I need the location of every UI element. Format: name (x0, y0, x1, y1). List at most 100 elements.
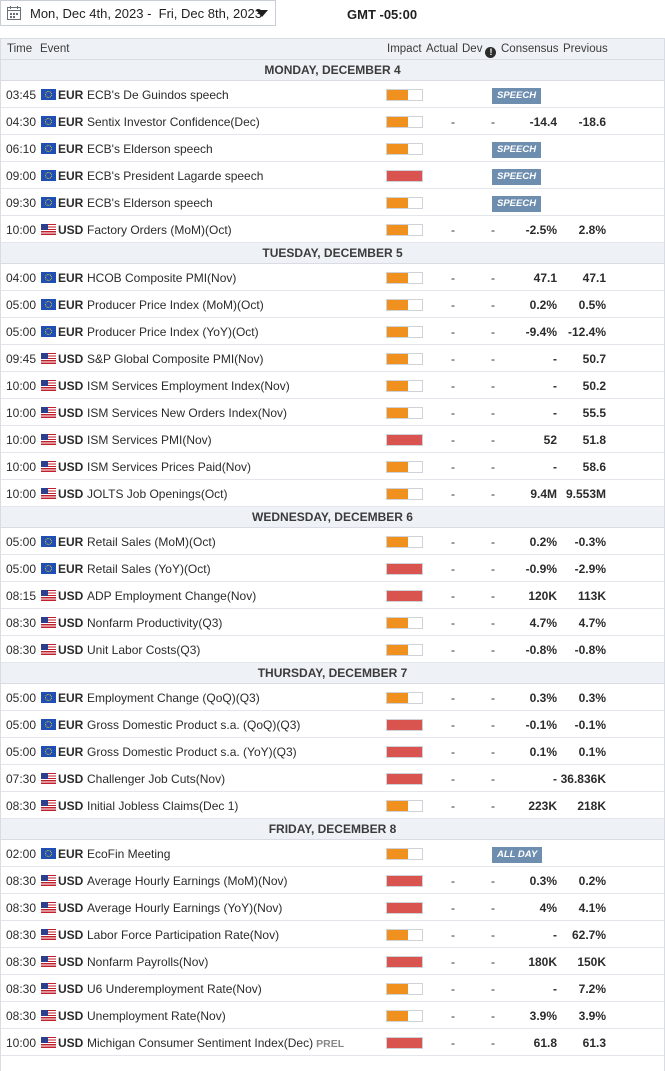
event-title: Retail Sales (MoM)(Oct) (87, 535, 216, 549)
chevron-down-icon[interactable] (256, 10, 268, 17)
event-name[interactable]: Unemployment Rate(Nov) (87, 1009, 226, 1023)
event-time: 03:45 (6, 88, 37, 102)
event-name[interactable]: Labor Force Participation Rate(Nov) (87, 928, 279, 942)
event-dev: - (491, 325, 495, 339)
table-row[interactable]: 04:30 EUR Sentix Investor Confidence(Dec) -… (1, 108, 664, 135)
impact-fill (387, 144, 408, 154)
table-row[interactable]: 10:00 USD ISM Services PMI(Nov) - - 52 51.8 (1, 426, 664, 453)
table-row[interactable]: 03:45 EUR ECB's De Guindos speech SPEECH (1, 81, 664, 108)
event-actual: - (451, 901, 455, 915)
event-name[interactable]: Producer Price Index (MoM)(Oct) (87, 298, 264, 312)
event-name[interactable]: HCOB Composite PMI(Nov) (87, 271, 236, 285)
table-row[interactable]: 05:00 EUR Retail Sales (MoM)(Oct) - - 0.2% -0.… (1, 528, 664, 555)
table-row[interactable]: 05:00 EUR Producer Price Index (MoM)(Oct) -… (1, 291, 664, 318)
impact-fill (387, 537, 408, 547)
impact-indicator (386, 407, 423, 419)
event-name[interactable]: Nonfarm Productivity(Q3) (87, 616, 222, 630)
event-name[interactable]: JOLTS Job Openings(Oct) (87, 487, 228, 501)
event-name[interactable]: Challenger Job Cuts(Nov) (87, 772, 225, 786)
event-previous: 113K (577, 589, 606, 603)
event-title: S&P Global Composite PMI(Nov) (87, 352, 264, 366)
table-row[interactable]: 06:10 EUR ECB's Elderson speech SPEECH (1, 135, 664, 162)
event-name[interactable]: Gross Domestic Product s.a. (QoQ)(Q3) (87, 718, 300, 732)
info-icon[interactable]: ! (485, 47, 497, 58)
date-range-picker[interactable]: Mon, Dec 4th, 2023 - Fri, Dec 8th, 2023 (0, 0, 276, 26)
table-row[interactable]: 05:00 EUR Retail Sales (YoY)(Oct) - - -0.9% -2… (1, 555, 664, 582)
event-previous: 47.1 (582, 271, 606, 285)
event-name[interactable]: ECB's President Lagarde speech (87, 169, 263, 183)
table-row[interactable]: 09:45 USD S&P Global Composite PMI(Nov) - - -… (1, 345, 664, 372)
event-title: ECB's President Lagarde speech (87, 169, 264, 183)
table-row[interactable]: 05:00 EUR Gross Domestic Product s.a. (YoY… (1, 738, 664, 765)
event-time: 05:00 (6, 745, 37, 759)
event-previous: 0.5% (578, 298, 606, 312)
table-row[interactable]: 05:00 EUR Gross Domestic Product s.a. (QoQ… (1, 711, 664, 738)
event-name[interactable]: Producer Price Index (YoY)(Oct) (87, 325, 259, 339)
event-name[interactable]: ADP Employment Change(Nov) (87, 589, 256, 603)
event-name[interactable]: ISM Services New Orders Index(Nov) (87, 406, 287, 420)
event-actual: - (451, 982, 455, 996)
event-time: 05:00 (6, 718, 37, 732)
event-actual: - (451, 115, 455, 129)
event-actual: - (451, 460, 455, 474)
event-currency: USD (58, 589, 84, 603)
event-dev: - (491, 298, 495, 312)
event-name[interactable]: Initial Jobless Claims(Dec 1) (87, 799, 238, 813)
timezone-label[interactable]: GMT -05:00 (347, 7, 418, 22)
event-name[interactable]: Unit Labor Costs(Q3) (87, 643, 200, 657)
event-name[interactable]: S&P Global Composite PMI(Nov) (87, 352, 264, 366)
table-row[interactable]: 08:30 USD Unemployment Rate(Nov) - - 3.9% 3.9% (1, 1002, 664, 1029)
event-actual: - (451, 379, 455, 393)
table-row[interactable]: 08:30 USD Labor Force Participation Rate(N… (1, 921, 664, 948)
event-name[interactable]: Nonfarm Payrolls(Nov) (87, 955, 208, 969)
event-title: Factory Orders (MoM)(Oct) (87, 223, 232, 237)
event-name[interactable]: ECB's De Guindos speech (87, 88, 229, 102)
event-name[interactable]: Retail Sales (YoY)(Oct) (87, 562, 211, 576)
table-row[interactable]: 08:30 USD U6 Underemployment Rate(Nov) - - - 7… (1, 975, 664, 1002)
table-row[interactable]: 09:30 EUR ECB's Elderson speech SPEECH (1, 189, 664, 216)
table-row[interactable]: 10:00 USD ISM Services Prices Paid(Nov) - - -… (1, 453, 664, 480)
event-name[interactable]: Average Hourly Earnings (MoM)(Nov) (87, 874, 288, 888)
event-name[interactable]: Employment Change (QoQ)(Q3) (87, 691, 260, 705)
table-row[interactable]: 08:30 USD Unit Labor Costs(Q3) - - -0.8% -0.8% (1, 636, 664, 663)
event-title: ISM Services Employment Index(Nov) (87, 379, 290, 393)
event-currency: EUR (58, 691, 84, 705)
eu-flag-icon (41, 536, 56, 547)
table-row[interactable]: 05:00 EUR Producer Price Index (YoY)(Oct) -… (1, 318, 664, 345)
table-row[interactable]: 08:30 USD Initial Jobless Claims(Dec 1) - - 2… (1, 792, 664, 819)
event-name[interactable]: Retail Sales (MoM)(Oct) (87, 535, 216, 549)
event-name[interactable]: EcoFin Meeting (87, 847, 170, 861)
event-time: 10:00 (6, 406, 37, 420)
event-currency: USD (58, 955, 84, 969)
table-row[interactable]: 08:30 USD Nonfarm Payrolls(Nov) - - 180K 150K (1, 948, 664, 975)
event-name[interactable]: Sentix Investor Confidence(Dec) (87, 115, 260, 129)
event-name[interactable]: U6 Underemployment Rate(Nov) (87, 982, 262, 996)
table-row[interactable]: 07:30 USD Challenger Job Cuts(Nov) - - -36.83… (1, 765, 664, 792)
impact-indicator (386, 848, 423, 860)
event-name[interactable]: ISM Services Employment Index(Nov) (87, 379, 290, 393)
table-row[interactable]: 04:00 EUR HCOB Composite PMI(Nov) - - 47.1 47.… (1, 264, 664, 291)
event-name[interactable]: Average Hourly Earnings (YoY)(Nov) (87, 901, 282, 915)
event-dev: - (491, 379, 495, 393)
event-name[interactable]: ECB's Elderson speech (87, 142, 213, 156)
table-row[interactable]: 02:00 EUR EcoFin Meeting ALL DAY (1, 840, 664, 867)
table-row[interactable]: 10:00 USD Michigan Consumer Sentiment Inde… (1, 1029, 664, 1056)
event-name[interactable]: Factory Orders (MoM)(Oct) (87, 223, 232, 237)
table-row[interactable]: 05:00 EUR Employment Change (QoQ)(Q3) - - 0.3… (1, 684, 664, 711)
event-name[interactable]: Gross Domestic Product s.a. (YoY)(Q3) (87, 745, 297, 759)
event-name[interactable]: ISM Services PMI(Nov) (87, 433, 212, 447)
event-badge: ALL DAY (492, 847, 543, 863)
table-row[interactable]: 10:00 USD ISM Services New Orders Index(No… (1, 399, 664, 426)
table-row[interactable]: 10:00 USD JOLTS Job Openings(Oct) - - 9.4M 9.5… (1, 480, 664, 507)
event-name[interactable]: ISM Services Prices Paid(Nov) (87, 460, 251, 474)
event-name[interactable]: Michigan Consumer Sentiment Index(Dec) PR… (87, 1036, 344, 1050)
table-row[interactable]: 09:00 EUR ECB's President Lagarde speech SP… (1, 162, 664, 189)
event-name[interactable]: ECB's Elderson speech (87, 196, 213, 210)
impact-fill (387, 327, 408, 337)
table-row[interactable]: 10:00 USD Factory Orders (MoM)(Oct) - - -2.5%… (1, 216, 664, 243)
table-row[interactable]: 08:30 USD Average Hourly Earnings (MoM)(No… (1, 867, 664, 894)
table-row[interactable]: 08:30 USD Average Hourly Earnings (YoY)(No… (1, 894, 664, 921)
table-row[interactable]: 08:15 USD ADP Employment Change(Nov) - - 120K… (1, 582, 664, 609)
table-row[interactable]: 10:00 USD ISM Services Employment Index(No… (1, 372, 664, 399)
table-row[interactable]: 08:30 USD Nonfarm Productivity(Q3) - - 4.7% 4.… (1, 609, 664, 636)
